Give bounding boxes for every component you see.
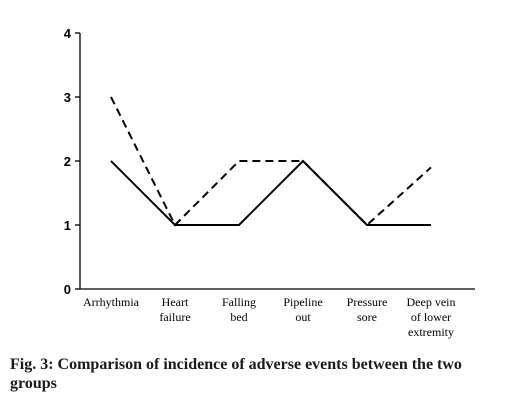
- data-series: [110, 96, 432, 227]
- line-chart: 0 1 2 3 4 Arrhythmia Heart failure Falling bed Pi…: [64, 26, 475, 339]
- y-tick-label: 0: [64, 282, 71, 297]
- y-tick-label: 2: [64, 154, 71, 169]
- x-category-label: Deep vein of lower extremity: [407, 295, 456, 339]
- y-tick-label: 1: [64, 218, 71, 233]
- x-category-labels: Arrhythmia Heart failure Falling bed Pipeline…: [83, 295, 455, 339]
- x-category-label: Pipeline out: [283, 295, 322, 324]
- x-category-label: Pressure sore: [347, 295, 388, 324]
- series-line-solid: [110, 159, 431, 226]
- x-category-label: Falling bed: [222, 295, 256, 324]
- x-category-label: Arrhythmia: [83, 295, 140, 309]
- series-line-dashed: [110, 96, 432, 227]
- x-category-label: Heart failure: [159, 295, 190, 324]
- y-ticks: 0 1 2 3 4: [64, 26, 80, 297]
- y-tick-label: 4: [64, 26, 72, 41]
- y-tick-label: 3: [64, 90, 71, 105]
- figure-caption: Fig. 3: Comparison of incidence of adver…: [10, 356, 462, 392]
